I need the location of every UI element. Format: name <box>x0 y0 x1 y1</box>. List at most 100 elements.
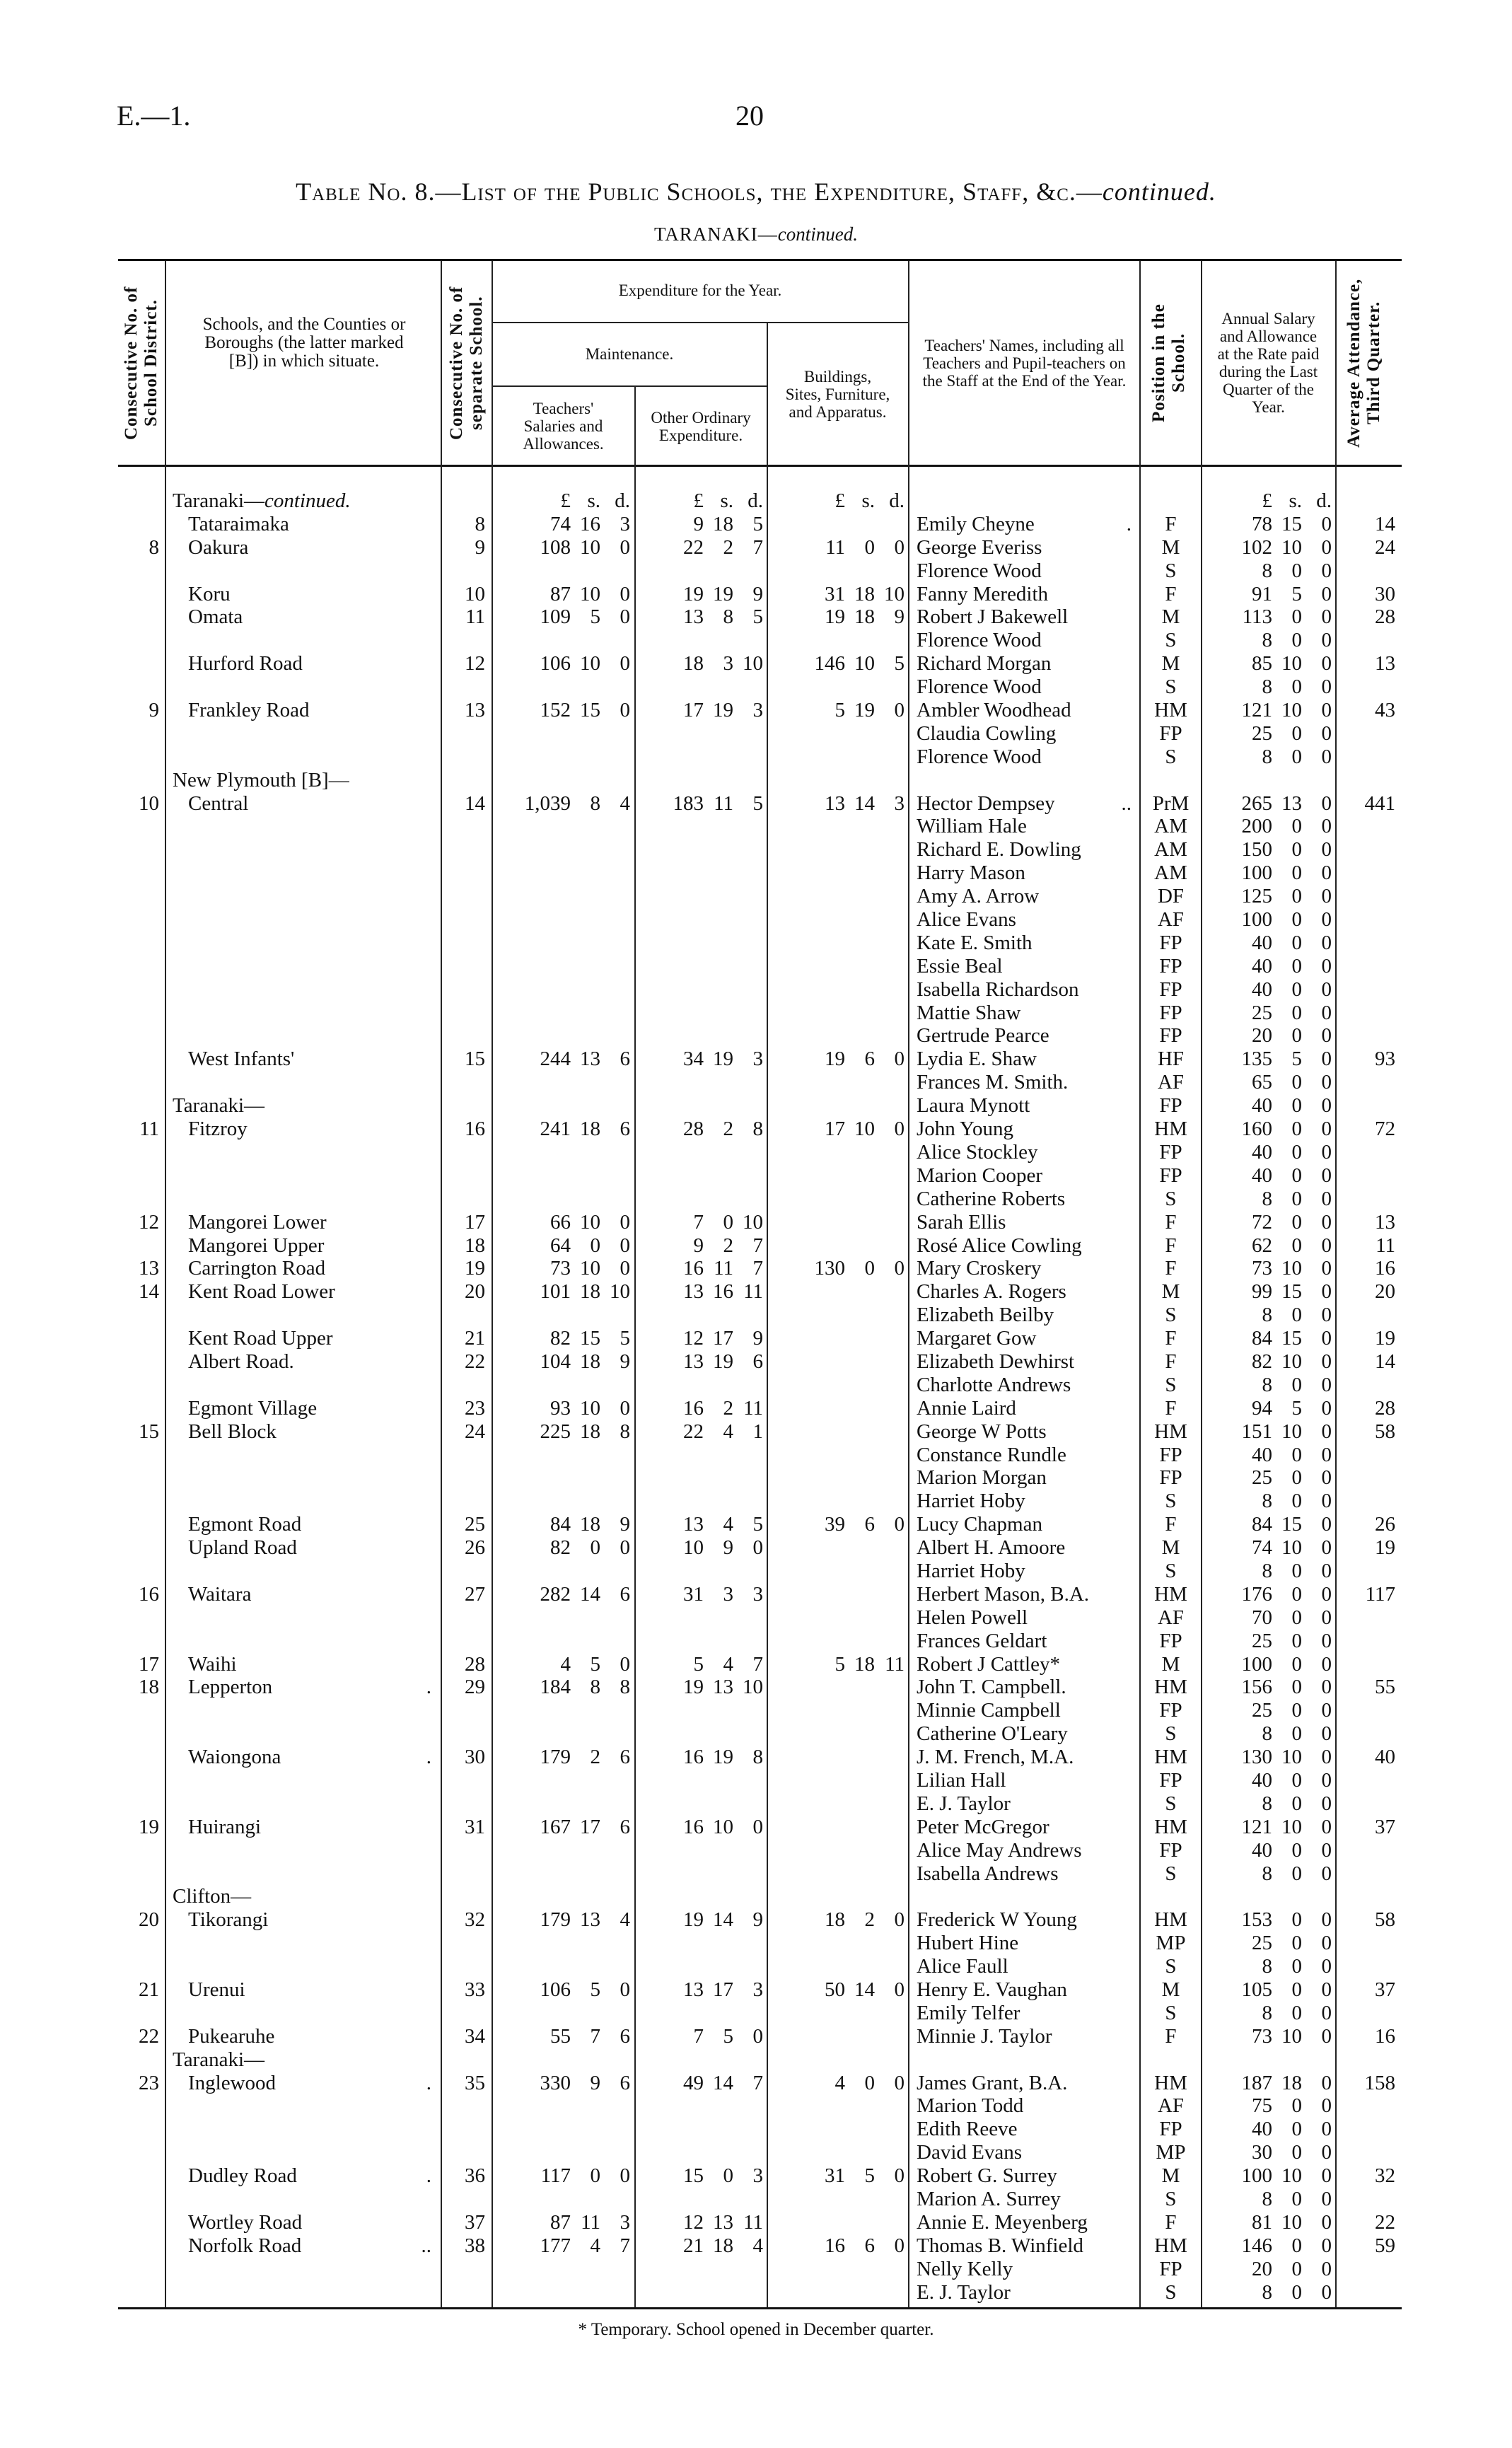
annual-salary-shillings: 0 <box>1291 1676 1303 1699</box>
other-expenditure-shillings: 13 <box>713 1676 733 1699</box>
teacher-position: S <box>1165 1304 1177 1327</box>
annual-salary: 25 0 0 <box>1202 1630 1336 1653</box>
teacher-name: Robert G. Surrey <box>917 2164 1057 2188</box>
annual-salary-shillings: 0 <box>1291 908 1303 932</box>
district-number: 18 <box>139 1676 159 1699</box>
annual-salary: 40 0 0 <box>1202 955 1336 978</box>
buildings-expenditure-pounds: 19 <box>825 605 845 629</box>
other-expenditure-pounds: 10 <box>683 1536 704 1560</box>
other-expenditure-pence: 7 <box>752 1652 764 1676</box>
other-expenditure-pence: 10 <box>743 1676 763 1699</box>
school-name: Pukearuhe <box>188 2024 275 2048</box>
teachers-salaries-pence: 4 <box>620 791 631 815</box>
annual-salary-pence: 0 <box>1321 1862 1332 1885</box>
other-expenditure-pence: 3 <box>752 1048 764 1071</box>
teachers-salaries: 108 10 0 <box>492 536 634 559</box>
header-school-no-text: Consecutive No. of separate School. <box>447 286 486 440</box>
teacher-position: AF <box>1157 908 1185 932</box>
other-expenditure-pounds: 183 <box>673 791 704 815</box>
teachers-salaries-pence: 6 <box>620 1815 631 1838</box>
buildings-expenditure-pence: 0 <box>894 1257 905 1280</box>
table-row: Marion A. Surrey S 8 0 0 <box>0 2188 1512 2211</box>
annual-salary-pounds: 8 <box>1262 2280 1273 2304</box>
annual-salary-pounds: 8 <box>1262 2188 1273 2211</box>
teacher-name: Isabella Richardson <box>917 978 1079 1001</box>
annual-salary-shillings: 15 <box>1281 1280 1302 1304</box>
other-expenditure-pence: 9 <box>752 582 764 605</box>
school-number: 31 <box>465 1815 485 1838</box>
school-name: Urenui <box>188 1978 245 2001</box>
annual-salary: 65 0 0 <box>1202 1071 1336 1094</box>
table-row: Hubert Hine MP 25 0 0 <box>0 1932 1512 1955</box>
other-expenditure-shillings: 3 <box>723 652 734 675</box>
teacher-name: Robert J Bakewell <box>917 605 1069 629</box>
annual-salary-shillings: 0 <box>1291 1118 1303 1141</box>
teachers-salaries-pounds: 82 <box>550 1327 571 1350</box>
teacher-name: E. J. Taylor <box>917 1792 1011 1815</box>
annual-salary-shillings: 0 <box>1291 1466 1303 1490</box>
header-attendance: Average Attendance, Third Quarter. <box>1337 262 1402 464</box>
other-expenditure-pence: 6 <box>752 1350 764 1373</box>
other-expenditure-shillings: 16 <box>713 1280 733 1304</box>
other-expenditure-pence: 7 <box>752 2071 764 2094</box>
teacher-name: Lucy Chapman <box>917 1513 1042 1536</box>
average-attendance: 20 <box>1375 1280 1395 1304</box>
teachers-salaries-shillings: 16 <box>580 512 600 535</box>
table-row: Koru 10 87 10 0 19 19 9 31 18 10 Fanny Meredith F 91 5… <box>0 583 1512 606</box>
header-maintenance: Maintenance. <box>493 332 766 375</box>
teachers-salaries: 101 18 10 <box>492 1280 634 1304</box>
header-buildings-text: Buildings, Sites, Furniture, and Apparat… <box>785 368 890 421</box>
teacher-position: M <box>1161 1280 1180 1304</box>
other-expenditure: 19 14 9 <box>634 1908 767 1932</box>
teachers-salaries-pence: 6 <box>620 1746 631 1769</box>
teacher-position: MP <box>1156 1932 1186 1955</box>
table-row: 22 Pukearuhe 34 55 7 6 7 5 0 Minnie J. Taylor F 73 1… <box>0 2025 1512 2048</box>
teachers-salaries: 104 18 9 <box>492 1350 634 1374</box>
teachers-salaries: 330 9 6 <box>492 2072 634 2095</box>
table-row: Emily Telfer S 8 0 0 <box>0 2002 1512 2025</box>
table-row: 16 Waitara 27 282 14 6 31 3 3 Herbert Mason, B.A.… <box>0 1583 1512 1606</box>
school-number: 28 <box>465 1652 485 1676</box>
unit-pounds: £ <box>693 489 704 512</box>
annual-salary-pounds: 40 <box>1252 1838 1272 1862</box>
table-row: Essie Beal FP 40 0 0 <box>0 955 1512 978</box>
average-attendance: 37 <box>1375 1978 1395 2001</box>
annual-salary: 102 10 0 <box>1202 536 1336 559</box>
annual-salary: 62 0 0 <box>1202 1234 1336 1258</box>
annual-salary: 40 0 0 <box>1202 1094 1336 1118</box>
annual-salary-pounds: 99 <box>1252 1280 1272 1304</box>
county-group-name: Clifton— <box>173 1885 252 1908</box>
annual-salary-pounds: 78 <box>1252 512 1272 535</box>
buildings-expenditure-pence: 3 <box>894 791 905 815</box>
annual-salary-shillings: 10 <box>1281 2210 1302 2234</box>
other-expenditure-shillings: 9 <box>723 1536 734 1560</box>
teachers-salaries-pounds: 184 <box>540 1676 571 1699</box>
currency-units: £ s. d. <box>634 489 767 513</box>
buildings-expenditure-pounds: 146 <box>814 652 846 675</box>
annual-salary-pounds: 8 <box>1262 675 1273 699</box>
teachers-salaries: 87 10 0 <box>492 583 634 606</box>
annual-salary-pounds: 125 <box>1241 885 1273 908</box>
teachers-salaries-shillings: 13 <box>580 1908 600 1932</box>
annual-salary-shillings: 0 <box>1291 675 1303 699</box>
teacher-name: Marion Morgan <box>917 1466 1047 1490</box>
other-expenditure-pounds: 9 <box>693 512 704 535</box>
other-expenditure: 10 9 0 <box>634 1536 767 1560</box>
district-number: 10 <box>139 791 159 815</box>
teacher-position: AM <box>1154 862 1187 885</box>
school-number: 27 <box>465 1582 485 1606</box>
buildings-expenditure-pence: 10 <box>884 582 905 605</box>
teachers-salaries: 1,039 8 4 <box>492 792 634 816</box>
annual-salary: 151 10 0 <box>1202 1420 1336 1444</box>
school-name: Koru <box>188 582 231 605</box>
annual-salary-pounds: 40 <box>1252 1443 1272 1466</box>
table-row: 10 Central 14 1,039 8 4 183 11 5 13 14 3 Hector Demp… <box>0 792 1512 816</box>
teachers-salaries: 177 4 7 <box>492 2234 634 2258</box>
table-row: Isabella Richardson FP 40 0 0 <box>0 978 1512 1002</box>
annual-salary-pounds: 73 <box>1252 2024 1272 2048</box>
table-row: Upland Road 26 82 0 0 10 9 0 Albert H. Amoore M 74… <box>0 1536 1512 1560</box>
other-expenditure-shillings: 10 <box>713 1815 733 1838</box>
buildings-expenditure: 146 10 5 <box>767 652 909 675</box>
